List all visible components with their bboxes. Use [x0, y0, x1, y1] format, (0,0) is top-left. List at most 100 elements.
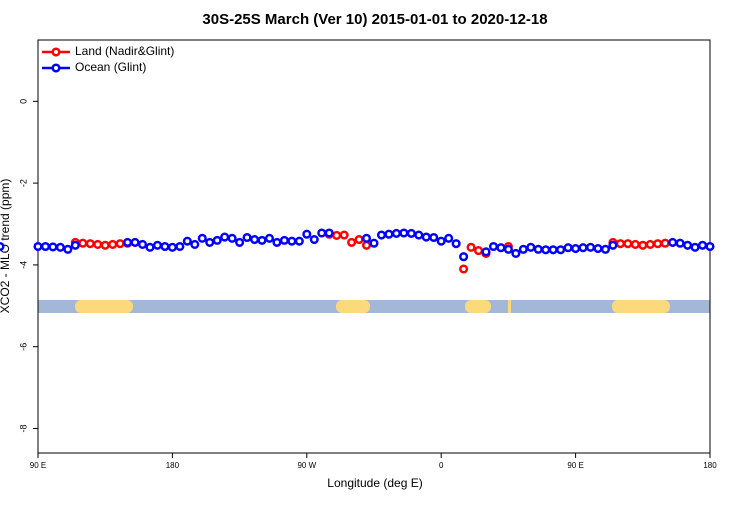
point — [705, 241, 715, 252]
point — [257, 235, 267, 245]
ocean-band — [38, 300, 710, 313]
point — [556, 245, 566, 255]
x-tick-label: 90 E — [567, 461, 583, 470]
point — [481, 247, 491, 257]
point — [78, 238, 88, 248]
point — [220, 232, 230, 242]
point — [55, 242, 65, 252]
point — [548, 245, 558, 255]
point — [167, 242, 177, 252]
point — [660, 238, 670, 248]
legend-marker — [51, 63, 61, 73]
point — [197, 233, 207, 243]
point — [361, 233, 372, 243]
land-band — [465, 300, 491, 313]
point — [585, 242, 596, 252]
y-tick-label: -2 — [18, 179, 28, 187]
point — [697, 240, 708, 250]
y-tick-label: -8 — [18, 424, 28, 432]
point — [294, 236, 304, 246]
point — [369, 238, 379, 248]
y-tick-label: -4 — [18, 261, 28, 269]
legend-marker — [51, 47, 61, 57]
point — [571, 243, 581, 254]
point — [459, 264, 469, 274]
point — [615, 239, 625, 249]
x-tick-label: 0 — [439, 461, 444, 470]
point — [279, 235, 289, 245]
point — [399, 228, 409, 238]
point — [70, 240, 80, 250]
point — [115, 239, 125, 249]
land-band — [508, 300, 511, 313]
point — [406, 228, 416, 238]
point — [332, 230, 342, 241]
point — [473, 246, 484, 256]
point — [190, 239, 200, 250]
legend-label: Ocean (Glint) — [75, 60, 146, 74]
point — [175, 241, 185, 252]
point — [63, 244, 73, 254]
point — [85, 239, 95, 249]
point — [563, 243, 573, 253]
point — [205, 237, 215, 247]
point — [100, 240, 110, 250]
land-band — [336, 300, 370, 313]
point — [421, 232, 431, 242]
chart-title: 30S-25S March (Ver 10) 2015-01-01 to 202… — [202, 11, 547, 28]
point — [630, 239, 640, 250]
point — [459, 252, 469, 262]
point — [683, 240, 693, 250]
point — [668, 237, 678, 247]
point — [354, 234, 364, 245]
point — [466, 242, 476, 252]
land-band — [612, 300, 670, 313]
point — [0, 241, 5, 252]
point — [317, 228, 327, 238]
point — [361, 240, 372, 250]
point — [451, 239, 461, 249]
point — [242, 232, 252, 243]
point — [347, 237, 357, 247]
point — [533, 244, 543, 254]
point — [137, 239, 148, 250]
point — [249, 234, 260, 245]
point — [593, 243, 603, 254]
point — [518, 244, 528, 254]
point — [653, 239, 663, 249]
point — [227, 233, 237, 243]
point — [235, 237, 245, 247]
y-tick-label: -6 — [18, 343, 28, 351]
point — [160, 241, 170, 252]
legend-label: Land (Nadir&Glint) — [75, 44, 174, 58]
x-tick-label: 180 — [703, 461, 717, 470]
point — [339, 230, 349, 240]
x-tick-label: 180 — [166, 461, 180, 470]
point — [309, 234, 319, 245]
point — [526, 242, 536, 252]
point — [287, 236, 297, 246]
point — [152, 240, 163, 250]
land-band — [75, 300, 133, 313]
y-tick-label: 0 — [18, 99, 28, 104]
point — [33, 241, 43, 252]
point — [130, 237, 140, 247]
point — [93, 239, 103, 250]
point — [302, 229, 312, 239]
point — [391, 228, 401, 238]
point — [123, 237, 133, 247]
point — [608, 240, 618, 250]
point — [182, 236, 192, 246]
point — [623, 239, 633, 249]
point — [436, 236, 446, 246]
point — [429, 232, 439, 243]
point — [40, 241, 51, 252]
point — [578, 243, 588, 253]
point — [324, 228, 334, 238]
point — [675, 238, 685, 248]
point — [384, 229, 394, 239]
point — [638, 240, 648, 250]
point — [48, 242, 58, 252]
x-tick-label: 90 E — [30, 461, 46, 470]
